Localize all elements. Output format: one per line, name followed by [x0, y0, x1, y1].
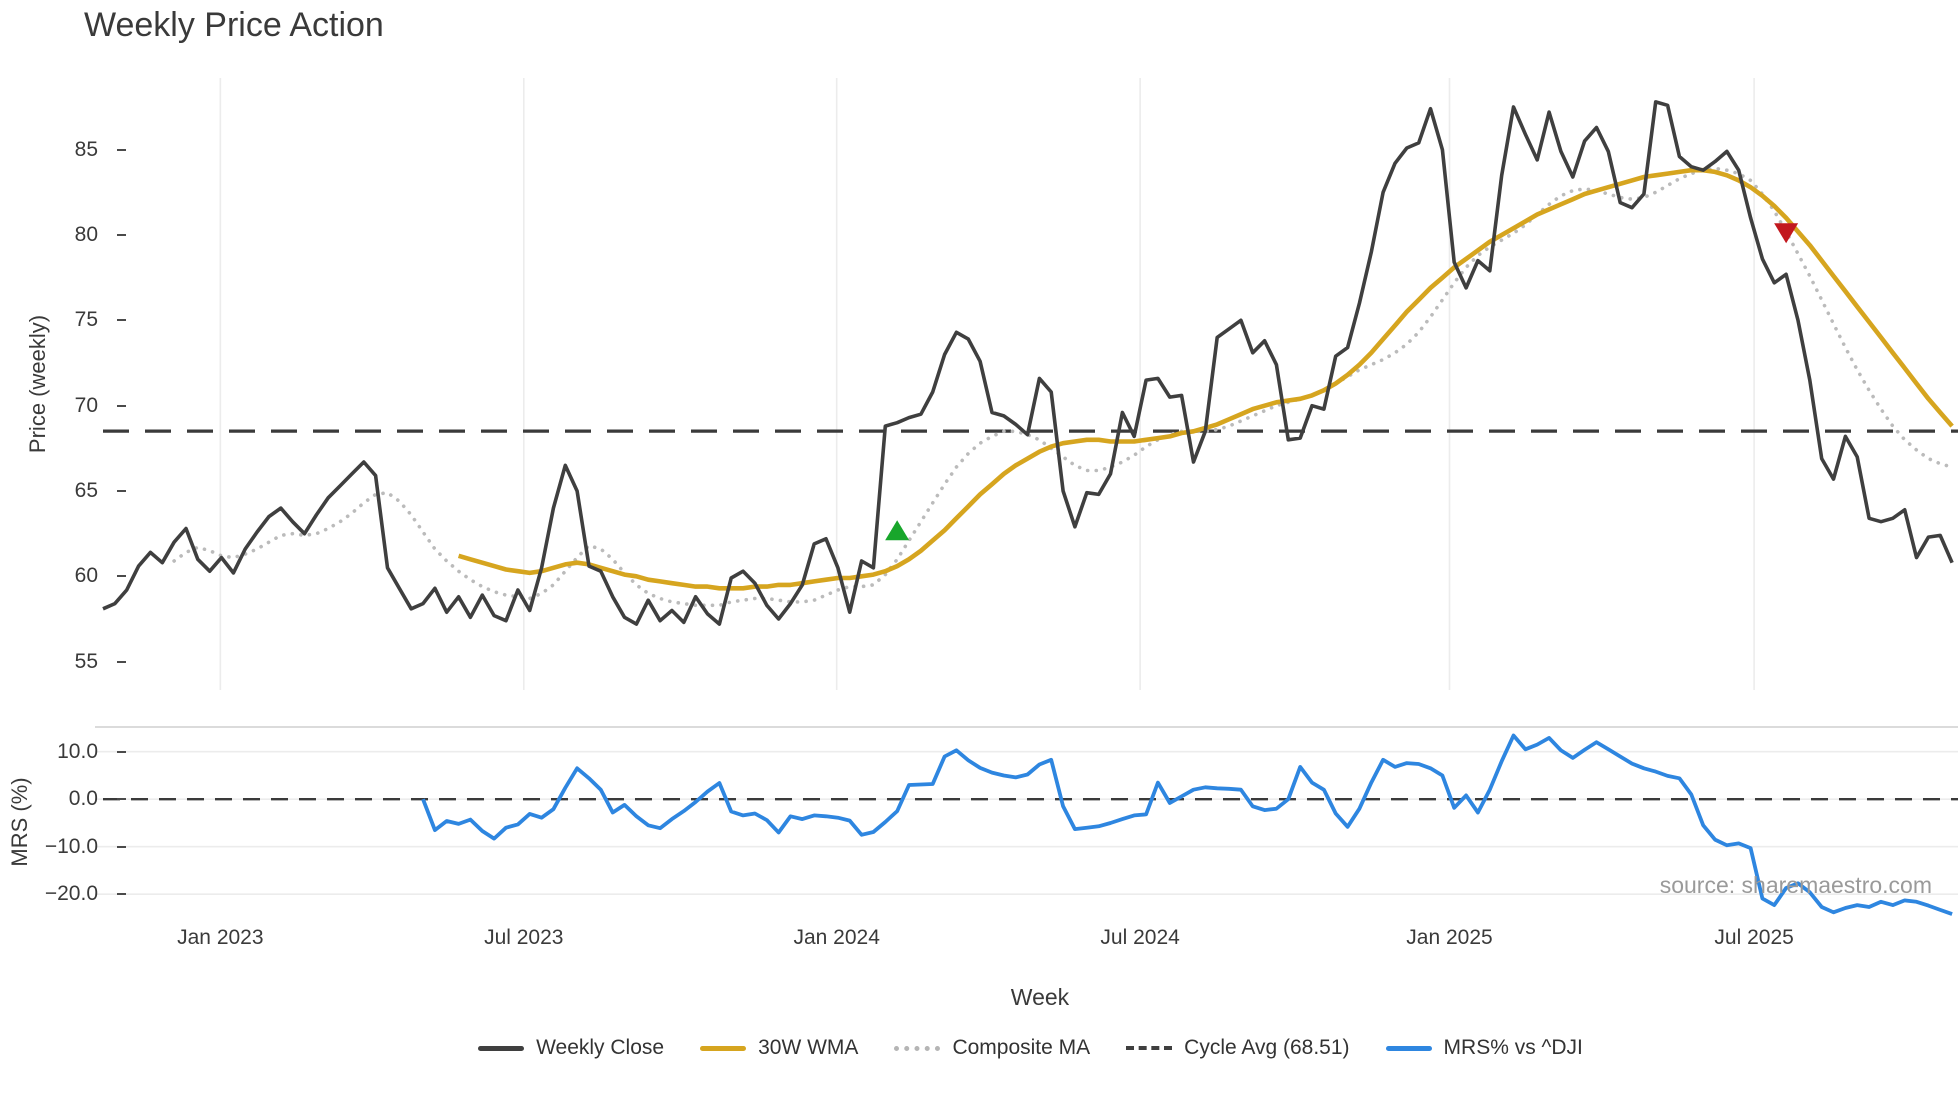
- sell-signal-marker: [1774, 223, 1799, 244]
- legend-swatch-solid: [700, 1045, 747, 1051]
- wma-line: [457, 167, 1954, 591]
- legend-label: Cycle Avg (68.51): [1184, 1036, 1350, 1059]
- price-tick-label: 85: [74, 137, 98, 161]
- x-tick-label: Jan 2025: [1406, 926, 1493, 949]
- tick-mark: [117, 148, 126, 151]
- tick-mark: [117, 893, 126, 896]
- tick-mark: [117, 404, 126, 407]
- tick-mark: [117, 489, 126, 492]
- legend-item: MRS% vs ^DJI: [1385, 1036, 1583, 1060]
- mrs-tick-label: 0.0: [68, 787, 98, 811]
- source-note: source: sharemaestro.com: [1659, 872, 1932, 898]
- price-tick-label: 75: [74, 308, 98, 332]
- price-tick-label: 65: [74, 478, 98, 502]
- mrs-tick-label: 10.0: [57, 739, 98, 763]
- legend-item: Weekly Close: [478, 1036, 664, 1060]
- tick-mark: [117, 575, 126, 578]
- chart-title: Weekly Price Action: [84, 6, 384, 44]
- tick-mark: [117, 319, 126, 322]
- price-tick-label: 80: [74, 223, 98, 246]
- mrs-line: [421, 733, 1953, 916]
- tick-mark: [117, 750, 126, 753]
- legend-label: MRS% vs ^DJI: [1443, 1036, 1583, 1059]
- buy-signal-marker: [885, 520, 910, 541]
- legend-item: Cycle Avg (68.51): [1126, 1036, 1350, 1060]
- legend-swatch-dashed: [1126, 1046, 1173, 1050]
- price-tick-label: 60: [74, 564, 98, 588]
- price-tick-label: 55: [74, 649, 98, 673]
- legend-swatch-solid: [478, 1045, 525, 1051]
- price-axis-label: Price (weekly): [25, 314, 50, 454]
- legend-item: Composite MA: [894, 1036, 1090, 1060]
- tick-mark: [117, 798, 126, 801]
- x-axis-label: Week: [1010, 984, 1070, 1010]
- x-tick-label: Jan 2024: [793, 926, 880, 949]
- mrs-tick-label: −10.0: [44, 834, 98, 858]
- x-tick-label: Jul 2024: [1100, 926, 1180, 949]
- weekly-close-line: [102, 100, 1954, 626]
- legend-label: Weekly Close: [536, 1036, 665, 1059]
- x-tick-label: Jul 2023: [484, 926, 564, 949]
- legend: Weekly Close 30W WMA Composite MA Cycle Avg…: [103, 1036, 1958, 1060]
- x-tick-label: Jul 2025: [1714, 926, 1794, 949]
- legend-swatch-dotted: [894, 1045, 941, 1051]
- mrs-tick-label: −20.0: [44, 882, 98, 906]
- composite-ma-line: [172, 166, 1954, 608]
- legend-item: 30W WMA: [700, 1036, 858, 1060]
- price-tick-label: 70: [74, 393, 98, 417]
- legend-label: 30W WMA: [758, 1036, 859, 1059]
- tick-mark: [117, 845, 126, 848]
- legend-swatch-solid: [1385, 1045, 1432, 1051]
- tick-mark: [117, 234, 126, 236]
- x-tick-label: Jan 2023: [177, 926, 264, 949]
- tick-mark: [117, 660, 126, 663]
- legend-label: Composite MA: [952, 1036, 1091, 1059]
